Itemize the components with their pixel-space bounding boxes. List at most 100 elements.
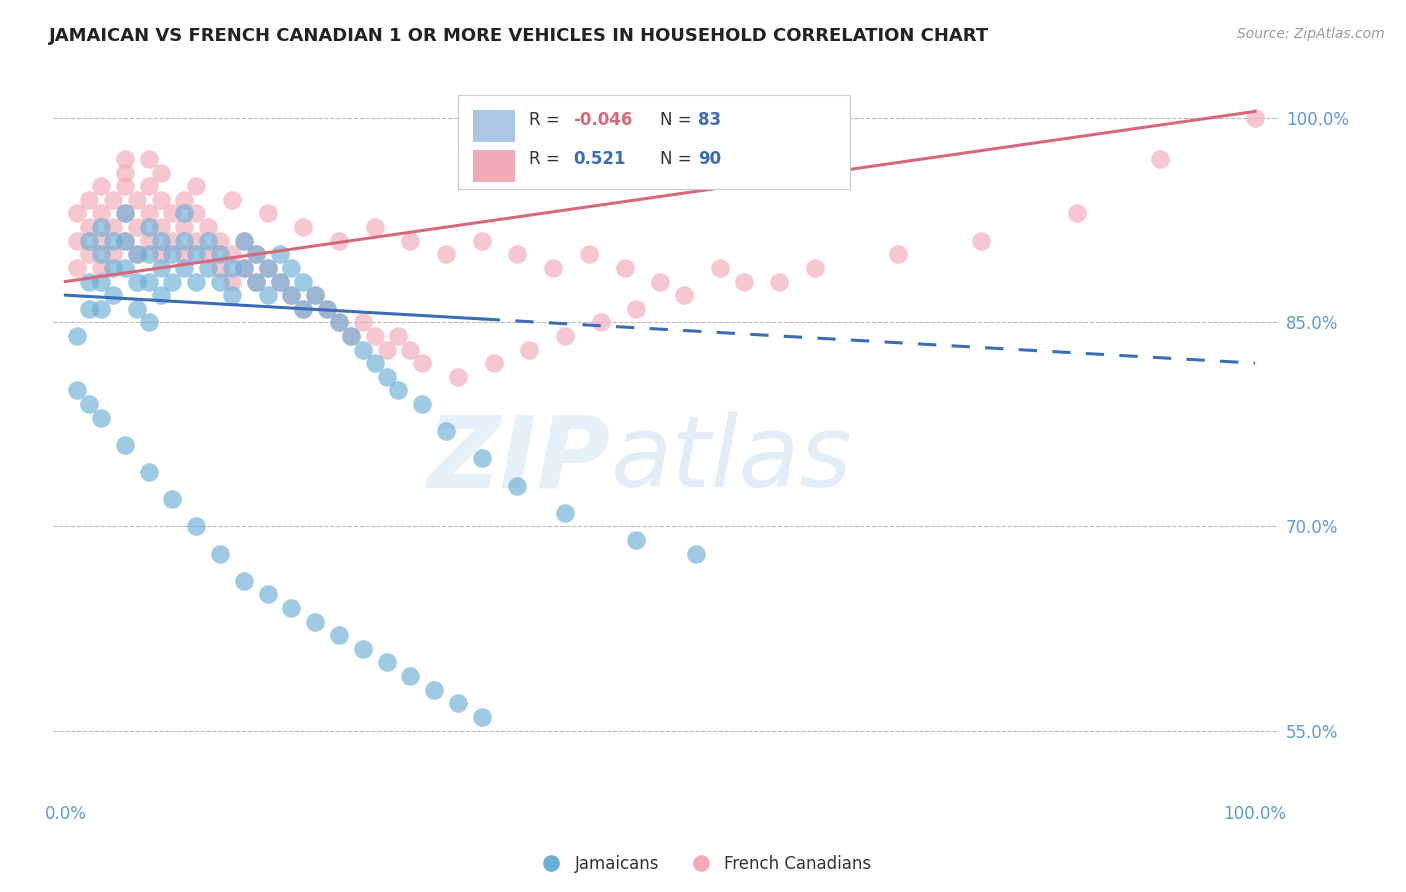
Point [138, 247, 160, 261]
Point [375, 369, 398, 384]
Point [434, 424, 457, 438]
Point [482, 356, 505, 370]
Point [471, 234, 494, 248]
Point [208, 275, 231, 289]
Point [162, 492, 184, 507]
Point [434, 247, 457, 261]
Point [66, 384, 89, 398]
Text: 83: 83 [697, 112, 721, 129]
Point [77, 193, 100, 207]
Point [280, 260, 302, 275]
Point [375, 656, 398, 670]
Point [328, 315, 350, 329]
Point [149, 234, 172, 248]
Point [114, 166, 136, 180]
Point [733, 275, 755, 289]
Point [519, 343, 541, 357]
Point [887, 247, 910, 261]
Point [352, 343, 374, 357]
Point [399, 669, 422, 683]
Point [77, 397, 100, 411]
Point [280, 288, 302, 302]
Point [66, 206, 89, 220]
Point [101, 234, 124, 248]
Point [554, 329, 576, 343]
Point [292, 301, 315, 316]
Point [613, 260, 636, 275]
Point [114, 438, 136, 452]
Point [149, 220, 172, 235]
Point [125, 247, 148, 261]
Point [208, 247, 231, 261]
Point [149, 288, 172, 302]
Point [387, 329, 409, 343]
Point [363, 356, 385, 370]
Point [101, 260, 124, 275]
Point [77, 220, 100, 235]
Text: ZIP: ZIP [427, 411, 612, 508]
Point [387, 384, 409, 398]
Point [352, 315, 374, 329]
Point [256, 206, 278, 220]
Point [589, 315, 612, 329]
Point [208, 260, 231, 275]
Point [245, 247, 267, 261]
Point [66, 260, 89, 275]
Point [423, 682, 446, 697]
Text: atlas: atlas [612, 411, 852, 508]
Point [173, 247, 195, 261]
Point [90, 179, 112, 194]
Point [650, 275, 672, 289]
Point [626, 533, 648, 547]
Point [149, 166, 172, 180]
Point [232, 574, 254, 588]
Point [101, 193, 124, 207]
Point [66, 329, 89, 343]
Point [447, 369, 470, 384]
Point [269, 275, 291, 289]
Point [352, 641, 374, 656]
Point [114, 206, 136, 220]
Point [90, 275, 112, 289]
Point [328, 628, 350, 642]
Point [77, 247, 100, 261]
Point [114, 206, 136, 220]
Text: JAMAICAN VS FRENCH CANADIAN 1 OR MORE VEHICLES IN HOUSEHOLD CORRELATION CHART: JAMAICAN VS FRENCH CANADIAN 1 OR MORE VE… [49, 27, 990, 45]
Point [186, 275, 208, 289]
Point [138, 315, 160, 329]
Point [90, 234, 112, 248]
Point [90, 410, 112, 425]
Point [138, 465, 160, 479]
Point [292, 301, 315, 316]
Point [471, 451, 494, 466]
Point [138, 179, 160, 194]
Point [280, 601, 302, 615]
Point [125, 193, 148, 207]
Point [970, 234, 993, 248]
Point [232, 234, 254, 248]
Text: 0.521: 0.521 [574, 150, 626, 168]
Point [90, 247, 112, 261]
Point [280, 288, 302, 302]
Point [554, 506, 576, 520]
Point [232, 234, 254, 248]
Point [173, 206, 195, 220]
Text: N =: N = [659, 112, 697, 129]
Point [506, 478, 529, 492]
Point [411, 356, 433, 370]
Point [90, 220, 112, 235]
Point [269, 247, 291, 261]
Point [173, 193, 195, 207]
Point [162, 247, 184, 261]
Point [162, 206, 184, 220]
Point [447, 696, 470, 710]
Point [506, 247, 529, 261]
Point [256, 260, 278, 275]
Legend: Jamaicans, French Canadians: Jamaicans, French Canadians [529, 848, 877, 880]
Point [114, 260, 136, 275]
Point [149, 247, 172, 261]
Text: R =: R = [529, 112, 565, 129]
Point [77, 275, 100, 289]
Point [316, 301, 339, 316]
Point [292, 220, 315, 235]
